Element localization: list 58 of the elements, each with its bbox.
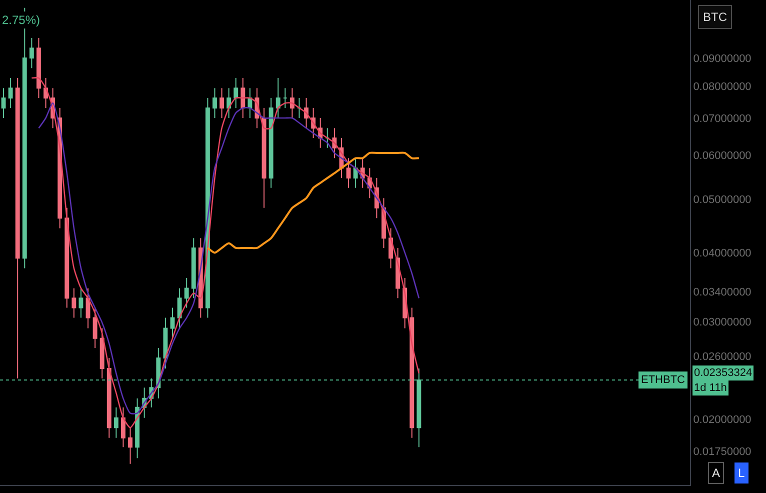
candlestick: [170, 307, 175, 339]
y-tick-label: 0.09000000: [693, 52, 752, 65]
candlestick: [15, 78, 20, 379]
y-tick-label: 0.08000000: [693, 81, 752, 94]
candlestick: [248, 88, 252, 119]
candlestick: [220, 88, 224, 119]
candlestick: [240, 78, 246, 119]
candlestick: [135, 398, 140, 459]
candlestick: [262, 107, 266, 208]
candlestick: [92, 307, 98, 348]
candlestick: [297, 97, 302, 119]
candlestick: [120, 406, 126, 448]
candlestick: [325, 128, 330, 148]
y-tick-label: 0.03400000: [693, 286, 752, 299]
candlestick: [416, 368, 422, 448]
candlestick: [100, 328, 104, 379]
candlestick: [268, 97, 274, 188]
text: 1d 11h: [694, 382, 727, 394]
candlestick: [226, 88, 232, 119]
candlestick: [388, 228, 393, 269]
candlestick: [114, 406, 118, 438]
candlestick: [234, 78, 238, 108]
line-series: [206, 152, 420, 254]
text: BTC: [703, 10, 728, 24]
candlestick: [1, 88, 6, 119]
candlestick: [290, 88, 294, 119]
candlestick: [163, 317, 168, 369]
candlestick: [29, 38, 34, 69]
y-tick-label: 0.02000000: [693, 414, 752, 426]
candlestick: [276, 78, 280, 119]
y-tick-label: 0.04000000: [693, 248, 752, 260]
ref-line-label: ETHBTC: [641, 374, 686, 386]
y-tick-label: 0.05000000: [693, 194, 752, 206]
candlestick: [353, 158, 358, 188]
candlestick: [191, 238, 196, 299]
text: A: [712, 466, 720, 480]
y-tick-label: 0.06000000: [693, 150, 752, 162]
candlestick: [346, 158, 351, 188]
y-tick-label: 0.01750000: [693, 446, 752, 458]
y-tick-label: 0.07000000: [693, 113, 752, 126]
candlestick: [78, 288, 84, 318]
candlestick: [128, 427, 132, 464]
candlestick: [64, 207, 70, 308]
candlestick: [410, 307, 414, 438]
candlestick: [36, 38, 41, 98]
text: 0.02353324: [694, 367, 752, 379]
candlestick: [86, 288, 90, 329]
y-tick-label: 0.03000000: [693, 316, 752, 329]
candlestick: [177, 288, 182, 329]
candlestick: [184, 278, 189, 308]
annotation: 2.75%): [2, 13, 40, 27]
candlestick: [212, 88, 217, 119]
candlestick: [72, 288, 76, 318]
text: L: [738, 466, 745, 480]
y-tick-label: 0.02600000: [693, 350, 752, 363]
candlestick: [106, 357, 112, 438]
candlestick: [8, 78, 13, 108]
candlestick: [282, 88, 288, 108]
